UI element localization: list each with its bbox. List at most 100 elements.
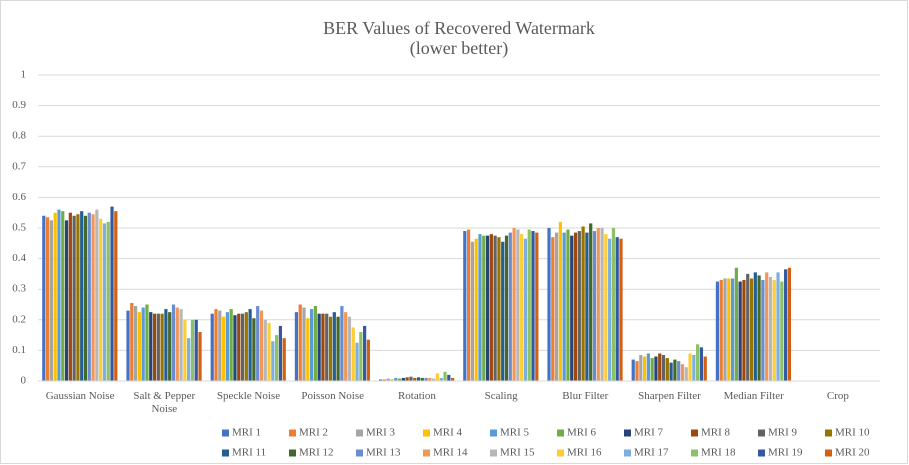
bar (699, 347, 704, 381)
bar (175, 307, 179, 381)
y-tick-label: 0.4 (12, 252, 26, 264)
bar (665, 358, 669, 381)
bar (390, 379, 394, 381)
y-tick-label: 0.5 (12, 222, 26, 234)
bar (91, 214, 95, 381)
bar (508, 232, 512, 381)
legend-label: MRI 13 (366, 447, 401, 459)
bar (221, 316, 226, 381)
bar (680, 364, 685, 381)
legend-swatch (691, 449, 698, 457)
bar (474, 238, 478, 381)
y-tick-label: 0.1 (12, 344, 26, 356)
bar (99, 218, 103, 381)
y-tick-label: 1 (21, 69, 27, 81)
bar (275, 335, 279, 381)
bar (225, 312, 229, 381)
bar (229, 309, 233, 381)
bar (106, 221, 110, 381)
bar (302, 307, 306, 381)
bar (394, 377, 398, 381)
bar (742, 280, 746, 381)
legend-swatch (557, 449, 564, 457)
bar (554, 232, 559, 381)
bar (520, 234, 524, 381)
legend-label: MRI 15 (500, 447, 535, 459)
bar (428, 377, 432, 381)
x-tick-label: Gaussian Noise (45, 390, 115, 402)
x-tick-label: Blur Filter (562, 390, 609, 402)
bar (42, 215, 46, 381)
bar (76, 214, 80, 381)
bar (673, 359, 677, 381)
bar (424, 377, 428, 381)
bar (485, 235, 490, 381)
bar (523, 238, 528, 381)
bar (646, 353, 650, 381)
bar (734, 267, 738, 381)
bar (703, 356, 707, 381)
legend-swatch (423, 429, 430, 437)
bar (355, 342, 359, 381)
bar (256, 306, 260, 381)
bar (589, 223, 593, 381)
legend-swatch (289, 429, 296, 437)
bar (382, 379, 387, 381)
bar (110, 206, 114, 381)
x-tick-label: Speckle Noise (216, 390, 281, 402)
bar (608, 238, 612, 381)
bar (306, 318, 310, 381)
bar (317, 313, 321, 381)
bar (133, 306, 138, 381)
bar (72, 215, 76, 381)
legend-label: MRI 8 (701, 427, 731, 439)
bar (83, 215, 88, 381)
bar (642, 356, 647, 381)
bar (214, 309, 218, 381)
bar (727, 278, 731, 381)
bar (409, 376, 413, 381)
bar (413, 377, 417, 381)
bar (313, 306, 317, 381)
bar (160, 313, 164, 381)
bar (493, 235, 497, 381)
bar (784, 269, 788, 381)
bar (611, 228, 616, 381)
bar (787, 267, 792, 381)
bar (149, 312, 153, 381)
legend-label: MRI 11 (232, 447, 266, 459)
bar (761, 280, 765, 381)
bar (267, 322, 271, 381)
bar (263, 319, 267, 381)
bar (615, 237, 619, 381)
bar (321, 313, 325, 381)
legend-swatch (356, 449, 363, 457)
legend-swatch (289, 449, 296, 457)
bar (248, 309, 252, 381)
bar (463, 231, 467, 381)
bar (137, 312, 141, 381)
bar (749, 278, 754, 381)
legend-swatch (222, 449, 229, 457)
bar (746, 273, 750, 381)
legend-label: MRI 10 (835, 427, 870, 439)
bar (730, 278, 735, 381)
bar (53, 212, 57, 381)
bar (126, 310, 130, 381)
bar (240, 313, 245, 381)
x-tick-label: Poisson Noise (301, 390, 365, 402)
legend-swatch (490, 449, 497, 457)
legend-label: MRI 16 (567, 447, 602, 459)
bar (723, 278, 727, 381)
y-tick-label: 0 (21, 375, 27, 387)
bar (45, 217, 50, 381)
bar (145, 304, 149, 381)
y-tick-label: 0.7 (12, 160, 26, 172)
legend-swatch (490, 429, 497, 437)
bar (294, 312, 299, 381)
bar (271, 341, 275, 381)
bar (420, 377, 424, 381)
bar (772, 280, 776, 381)
bar (336, 316, 340, 381)
legend-swatch (825, 429, 832, 437)
